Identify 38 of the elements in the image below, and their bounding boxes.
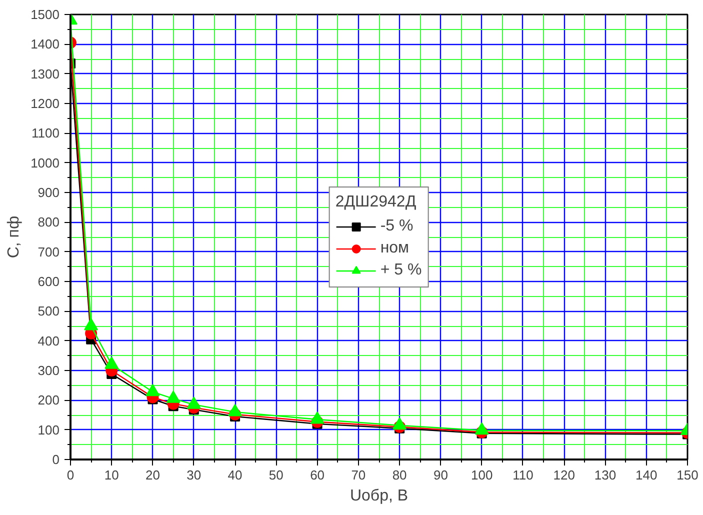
y-tick-label: 400	[38, 333, 60, 348]
y-axis-title: C, пф	[6, 216, 23, 258]
y-tick-label: 800	[38, 214, 60, 230]
x-tick-label: 30	[186, 468, 202, 482]
x-axis-title: Uобр, В	[350, 488, 408, 504]
legend-label: + 5 %	[380, 261, 422, 279]
y-tick-label: 200	[38, 392, 60, 408]
y-tick-label: 1500	[30, 7, 60, 22]
y-tick-label: 500	[38, 304, 60, 319]
x-tick-label: 0	[66, 468, 74, 482]
x-tick-label: 80	[392, 468, 407, 482]
y-tick-label: 1300	[30, 66, 60, 82]
x-tick-label: 40	[228, 468, 242, 482]
x-tick-label: 20	[146, 468, 160, 482]
y-tick-label: 900	[38, 185, 60, 200]
y-tick-label: 0	[52, 452, 60, 467]
x-tick-label: 60	[310, 468, 325, 482]
x-tick-label: 120	[553, 468, 575, 482]
x-tick-label: 10	[104, 468, 119, 482]
x-tick-label: 70	[351, 468, 366, 482]
y-tick-label: 600	[38, 274, 60, 289]
y-tick-label: 1100	[32, 126, 60, 141]
x-tick-label: 140	[636, 468, 658, 482]
y-tick-label: 1200	[30, 96, 60, 111]
x-tick-label: 90	[433, 468, 448, 482]
legend-label: -5 %	[380, 217, 414, 235]
x-tick-label: 50	[268, 468, 284, 482]
y-tick-label: 1400	[30, 36, 60, 52]
x-tick-label: 150	[676, 468, 698, 482]
x-tick-label: 110	[512, 468, 534, 482]
y-tick-label: 700	[38, 244, 60, 260]
y-tick-label: 1000	[30, 155, 60, 170]
y-tick-label: 100	[38, 422, 60, 438]
x-tick-label: 130	[594, 468, 616, 482]
legend-title: 2ДШ2942Д	[335, 193, 418, 211]
y-tick-label: 300	[38, 363, 60, 378]
legend-label: ном	[380, 239, 410, 257]
x-tick-label: 100	[470, 468, 493, 482]
